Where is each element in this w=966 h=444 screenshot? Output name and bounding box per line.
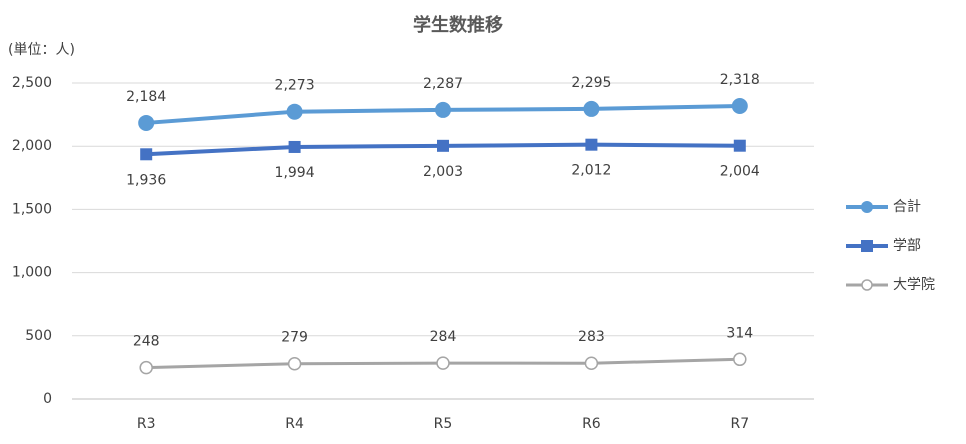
- marker: [437, 139, 449, 152]
- y-tick-label: 1,500: [12, 201, 52, 217]
- marker: [436, 356, 450, 370]
- marker: [733, 139, 746, 152]
- data-label: 2,004: [720, 164, 760, 180]
- y-tick-label: 1,000: [12, 265, 52, 281]
- legend-marker: [861, 279, 873, 291]
- x-tick-label: R5: [434, 416, 453, 432]
- y-tick-label: 2,000: [12, 138, 52, 154]
- data-label: 2,003: [423, 164, 463, 180]
- data-label: 279: [281, 330, 308, 346]
- marker: [287, 356, 302, 371]
- x-tick-label: R7: [730, 416, 749, 432]
- data-label: 2,184: [126, 89, 166, 105]
- legend-marker: [861, 201, 873, 213]
- data-label: 248: [133, 334, 160, 350]
- marker: [583, 100, 600, 117]
- data-label: 2,287: [423, 76, 463, 92]
- data-label: 2,295: [571, 75, 611, 91]
- marker: [584, 356, 599, 370]
- data-label: 2,318: [720, 72, 760, 88]
- data-label: 2,012: [571, 163, 611, 179]
- legend-label: 大学院: [893, 277, 935, 293]
- y-tick-label: 0: [43, 391, 52, 407]
- marker: [138, 114, 155, 131]
- marker: [140, 148, 153, 161]
- legend-marker: [861, 240, 873, 252]
- y-tick-label: 2,500: [12, 75, 52, 91]
- data-label: 314: [726, 325, 753, 341]
- x-tick-label: R3: [137, 416, 156, 432]
- legend-label: 学部: [893, 238, 921, 254]
- data-label: 284: [430, 329, 457, 345]
- chart-title: 学生数推移: [413, 14, 503, 36]
- marker: [286, 103, 303, 120]
- marker: [435, 101, 451, 118]
- marker: [288, 140, 301, 153]
- x-tick-label: R4: [285, 416, 304, 432]
- marker: [731, 98, 748, 115]
- data-label: 2,273: [275, 78, 315, 94]
- legend-label: 合計: [893, 199, 921, 215]
- y-tick-label: 500: [25, 328, 52, 344]
- data-label: 283: [578, 329, 605, 345]
- marker: [585, 138, 598, 151]
- data-label: 1,994: [275, 165, 315, 181]
- data-label: 1,936: [126, 172, 166, 188]
- marker: [139, 360, 153, 375]
- x-tick-label: R6: [582, 416, 601, 432]
- marker: [733, 352, 747, 367]
- unit-label: (単位：人): [8, 42, 75, 58]
